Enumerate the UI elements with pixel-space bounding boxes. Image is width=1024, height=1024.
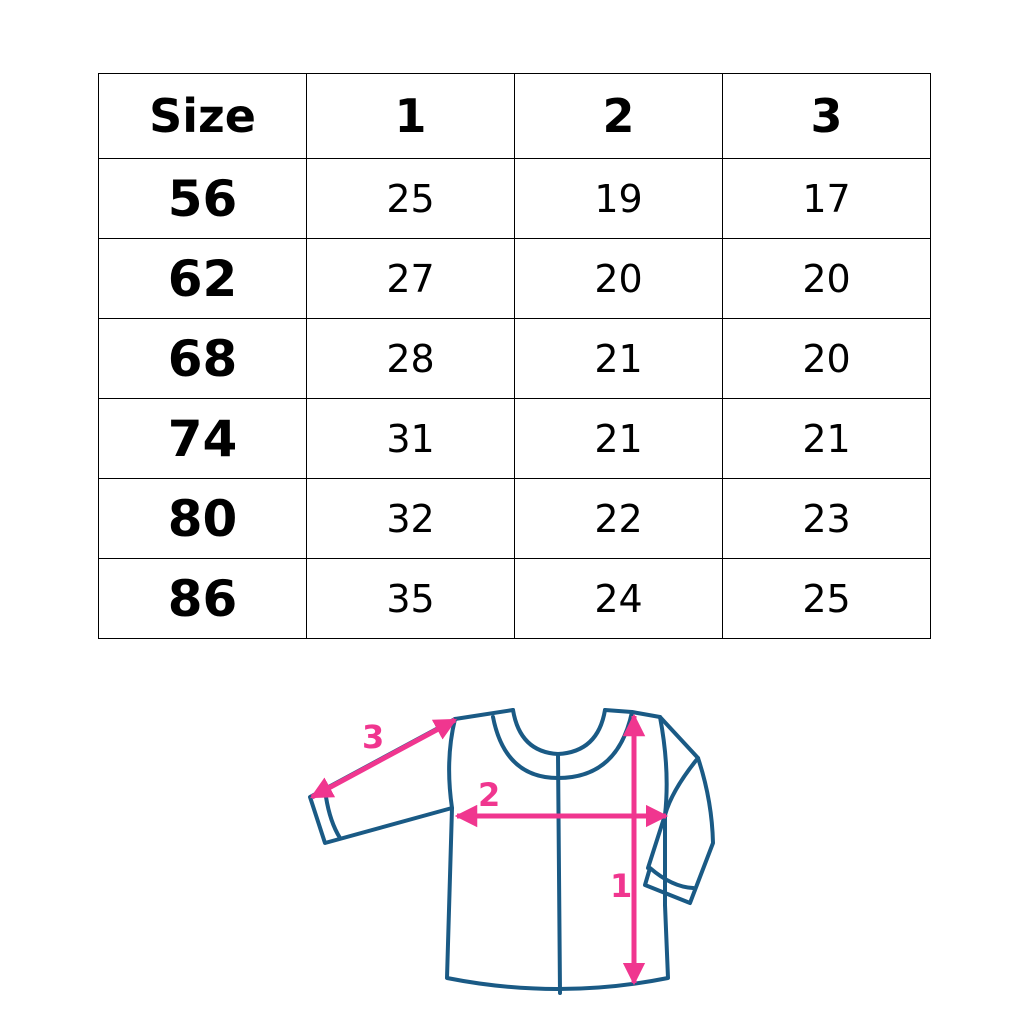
cell: 17 <box>722 158 931 239</box>
cell: 31 <box>306 398 515 479</box>
table-row: 62 27 20 20 <box>98 238 931 319</box>
table-row: 80 32 22 23 <box>98 478 931 559</box>
size-cell: 68 <box>98 318 307 399</box>
cell: 20 <box>514 238 723 319</box>
cell: 23 <box>722 478 931 559</box>
cell: 32 <box>306 478 515 559</box>
cell: 20 <box>722 318 931 399</box>
cell: 25 <box>722 558 931 639</box>
table-row: 56 25 19 17 <box>98 158 931 239</box>
measurement-arrows <box>310 713 669 986</box>
sleeve-arrow <box>310 717 457 800</box>
cell: 21 <box>722 398 931 479</box>
label-3: 3 <box>362 718 384 756</box>
label-2: 2 <box>478 776 500 814</box>
cell: 27 <box>306 238 515 319</box>
size-table: Size 1 2 3 56 25 19 17 62 27 20 20 68 28 21 20 74… <box>98 73 931 639</box>
table-row: 86 35 24 25 <box>98 558 931 639</box>
header-size: Size <box>98 73 307 159</box>
label-1: 1 <box>610 867 632 905</box>
header-1: 1 <box>306 73 515 159</box>
table-row: 74 31 21 21 <box>98 398 931 479</box>
cell: 25 <box>306 158 515 239</box>
size-cell: 74 <box>98 398 307 479</box>
cell: 22 <box>514 478 723 559</box>
size-cell: 80 <box>98 478 307 559</box>
header-2: 2 <box>514 73 723 159</box>
cell: 24 <box>514 558 723 639</box>
table-row: 68 28 21 20 <box>98 318 931 399</box>
cell: 20 <box>722 238 931 319</box>
size-cell: 86 <box>98 558 307 639</box>
cell: 28 <box>306 318 515 399</box>
size-cell: 62 <box>98 238 307 319</box>
cell: 35 <box>306 558 515 639</box>
